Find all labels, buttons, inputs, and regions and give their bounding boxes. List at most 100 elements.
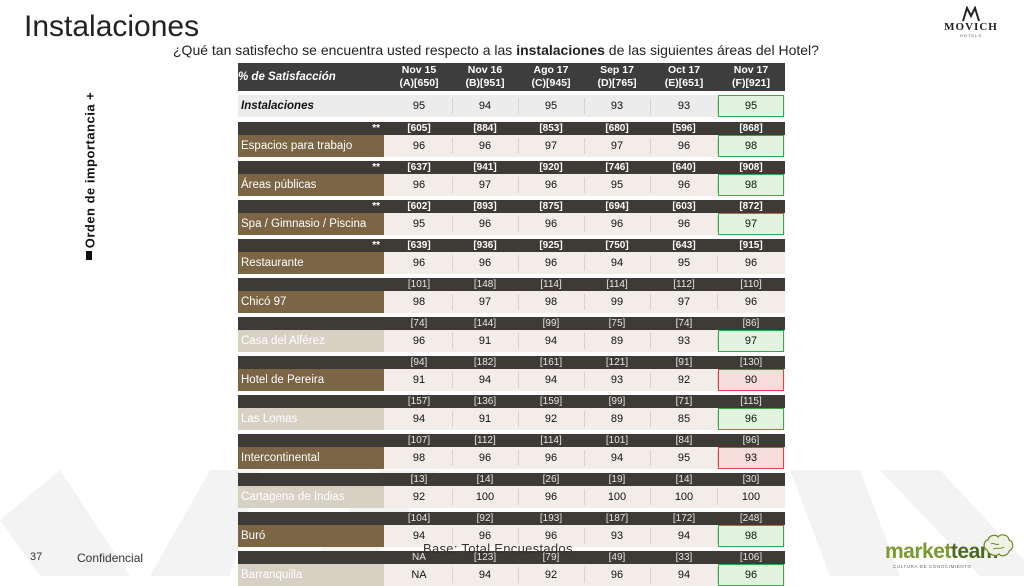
column-period: Nov 17 bbox=[733, 64, 769, 76]
base-count-row: [157] [136] [159] [99] [71] [115] bbox=[238, 395, 785, 408]
value-cell: 85 bbox=[677, 413, 691, 425]
value-cell: 98 bbox=[412, 296, 426, 308]
base-marker bbox=[238, 317, 384, 330]
value-cell: 97 bbox=[478, 179, 492, 191]
column-period: Ago 17 bbox=[533, 64, 569, 76]
base-count: [110] bbox=[740, 279, 762, 290]
table-row: Áreas públicas 96 97 96 95 96 98 bbox=[238, 174, 785, 196]
value-cell: 99 bbox=[610, 296, 624, 308]
value-cell: 96 bbox=[677, 140, 691, 152]
value-cell-negative: 93 bbox=[718, 447, 784, 469]
base-count: [86] bbox=[742, 318, 760, 329]
cell-separator bbox=[518, 567, 519, 583]
cell-separator bbox=[452, 450, 453, 466]
base-count: [14] bbox=[675, 474, 693, 485]
base-count: [74] bbox=[410, 318, 428, 329]
value-cell: 89 bbox=[610, 413, 624, 425]
cell-separator bbox=[452, 216, 453, 232]
value-cell: 96 bbox=[478, 530, 492, 542]
column-header: Oct 17 (E)[651] bbox=[651, 63, 717, 91]
logo-sub: HOTELS bbox=[959, 33, 982, 38]
row-label: Cartagena de Indias bbox=[238, 486, 384, 508]
base-count: [19] bbox=[608, 474, 626, 485]
base-count: [936] bbox=[473, 240, 497, 251]
value-cell: 91 bbox=[412, 374, 426, 386]
base-count: [74] bbox=[675, 318, 693, 329]
cell-separator bbox=[452, 411, 453, 427]
brain-icon bbox=[983, 534, 1014, 557]
base-count-row: [107] [112] [114] [101] [84] [96] bbox=[238, 434, 785, 447]
base-count: [182] bbox=[473, 357, 497, 368]
cell-separator bbox=[717, 138, 718, 154]
value-cell: 91 bbox=[478, 335, 492, 347]
base-count: [123] bbox=[473, 552, 497, 563]
cell-separator bbox=[650, 489, 651, 505]
cell-separator bbox=[650, 294, 651, 310]
base-count: [193] bbox=[539, 513, 563, 524]
base-count: [875] bbox=[539, 201, 563, 212]
base-count: [893] bbox=[473, 201, 497, 212]
cell-separator bbox=[452, 333, 453, 349]
cell-separator bbox=[584, 138, 585, 154]
table-row: Spa / Gimnasio / Piscina 95 96 96 96 96 97 bbox=[238, 213, 785, 235]
base-count: [94] bbox=[410, 357, 428, 368]
row-label: Instalaciones bbox=[238, 95, 384, 117]
cell-separator bbox=[452, 489, 453, 505]
column-base: (F)[921] bbox=[732, 77, 770, 89]
value-cell-positive: 98 bbox=[718, 525, 784, 547]
base-count: [33] bbox=[675, 552, 693, 563]
row-label: Casa del Alférez bbox=[238, 330, 384, 352]
column-base: (D)[765] bbox=[597, 77, 637, 89]
page-title: Instalaciones bbox=[24, 10, 200, 43]
cell-separator bbox=[650, 333, 651, 349]
cell-separator bbox=[518, 98, 519, 114]
cell-separator bbox=[584, 333, 585, 349]
cell-separator bbox=[452, 372, 453, 388]
value-cell-positive: 97 bbox=[718, 213, 784, 235]
cell-separator bbox=[717, 98, 718, 114]
value-cell: 96 bbox=[478, 140, 492, 152]
base-marker: ** bbox=[372, 123, 380, 134]
value-cell: 100 bbox=[475, 491, 495, 503]
row-label: Chicó 97 bbox=[238, 291, 384, 313]
base-count: [872] bbox=[739, 201, 763, 212]
column-header: Nov 16 (B)[951] bbox=[452, 63, 518, 91]
cell-separator bbox=[518, 528, 519, 544]
cell-separator bbox=[650, 567, 651, 583]
cell-separator bbox=[584, 450, 585, 466]
value-cell-positive: 98 bbox=[718, 135, 784, 157]
base-count: [750] bbox=[605, 240, 629, 251]
base-count: [605] bbox=[407, 123, 431, 134]
value-cell: 96 bbox=[610, 218, 624, 230]
base-marker bbox=[238, 473, 384, 486]
value-cell: 95 bbox=[677, 257, 691, 269]
cell-separator bbox=[584, 411, 585, 427]
base-count: [868] bbox=[739, 123, 763, 134]
cell-separator bbox=[518, 255, 519, 271]
value-cell: 92 bbox=[544, 569, 558, 581]
base-count: [853] bbox=[539, 123, 563, 134]
marketteam-logo: marketteam CULTURA DE CONOCIMIENTO bbox=[885, 532, 1015, 574]
value-cell: 96 bbox=[412, 140, 426, 152]
value-cell: 96 bbox=[744, 296, 758, 308]
value-cell: 96 bbox=[412, 257, 426, 269]
cell-separator bbox=[452, 528, 453, 544]
value-cell: 97 bbox=[677, 296, 691, 308]
cell-separator bbox=[452, 567, 453, 583]
base-count: [99] bbox=[608, 396, 626, 407]
base-count: [746] bbox=[605, 162, 629, 173]
base-count: [49] bbox=[608, 552, 626, 563]
row-label: Áreas públicas bbox=[238, 174, 384, 196]
value-cell: 96 bbox=[677, 218, 691, 230]
base-count: [694] bbox=[605, 201, 629, 212]
column-base: (B)[951] bbox=[465, 77, 505, 89]
cell-separator bbox=[717, 333, 718, 349]
table-row: Instalaciones 95 94 95 93 93 95 bbox=[238, 95, 785, 117]
base-marker: ** bbox=[372, 162, 380, 173]
cell-separator bbox=[584, 177, 585, 193]
base-count: [643] bbox=[672, 240, 696, 251]
cell-separator bbox=[452, 98, 453, 114]
table-header-label: % de Satisfacción bbox=[238, 71, 336, 83]
value-cell: 96 bbox=[610, 569, 624, 581]
value-cell: 100 bbox=[607, 491, 627, 503]
